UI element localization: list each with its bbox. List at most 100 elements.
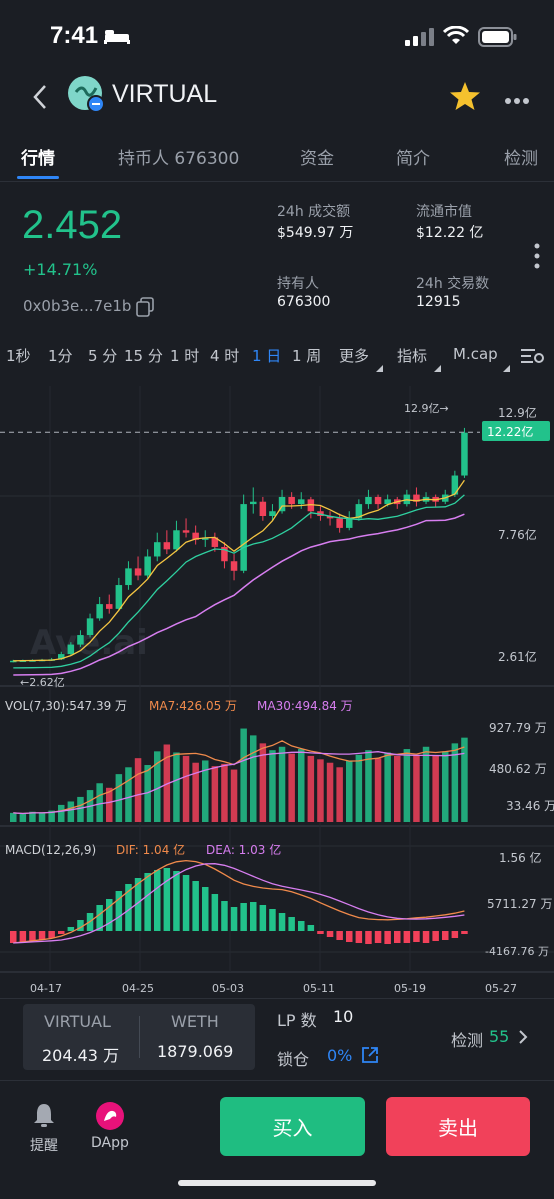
volume-bar (230, 769, 238, 822)
interval-1m[interactable]: 1分 (48, 347, 73, 365)
lp-label: LP 数 (277, 1011, 317, 1030)
volume-bar (173, 752, 180, 822)
macd-bar (336, 931, 343, 940)
home-indicator (178, 1180, 376, 1186)
signal-icon (405, 28, 435, 50)
token-b-value: 1879.069 (157, 1042, 234, 1061)
interval-1h[interactable]: 1 时 (170, 347, 200, 365)
header: VIRTUAL (0, 70, 554, 126)
volume-bar (278, 746, 286, 822)
macd-bar (29, 931, 36, 941)
candle (250, 501, 257, 505)
candle (221, 546, 228, 562)
volume-bar (365, 750, 372, 822)
copy-icon[interactable] (136, 297, 154, 321)
interval-4h[interactable]: 4 时 (210, 347, 240, 365)
macd-bar (96, 905, 103, 931)
price-change: +14.71% (23, 260, 98, 279)
pair-divider (139, 1016, 140, 1058)
buy-button[interactable]: 买入 (220, 1097, 365, 1156)
macd-bar (384, 931, 391, 944)
token-a-label: VIRTUAL (44, 1012, 111, 1031)
check-label[interactable]: 检测 (451, 1031, 484, 1050)
candle (307, 499, 315, 512)
star-icon[interactable] (449, 81, 481, 115)
more-icon[interactable] (504, 90, 530, 109)
interval-1d[interactable]: 1 日 (252, 347, 282, 365)
tab-intro[interactable]: 简介 (396, 149, 430, 169)
bell-icon[interactable] (32, 1102, 56, 1132)
volume-bar (48, 810, 55, 822)
candle (10, 660, 17, 663)
volume-bar (374, 758, 382, 822)
volume-bar (240, 728, 247, 822)
macd-bar (346, 931, 353, 942)
volume-bar (144, 765, 151, 822)
candle (182, 530, 190, 533)
max-price-label: 12.9亿→ (404, 402, 449, 415)
interval-mcap[interactable]: M.cap (453, 345, 498, 363)
dapp-icon[interactable] (95, 1101, 125, 1135)
tab-funds[interactable]: 资金 (300, 149, 334, 169)
price-value: 2.452 (22, 203, 123, 247)
interval-15m[interactable]: 15 分 (124, 347, 163, 365)
macd-bar (134, 878, 142, 931)
tab-market[interactable]: 行情 (21, 149, 55, 169)
market-cap-label: 流通市值 (416, 204, 472, 220)
status-bar: 7:41 (0, 0, 554, 70)
candle (451, 475, 459, 495)
candle (278, 496, 286, 512)
dapp-label[interactable]: DApp (91, 1135, 129, 1151)
tab-holders[interactable]: 持币人 676300 (118, 149, 240, 169)
macd-bar (317, 931, 324, 934)
candle (19, 660, 27, 663)
volume-bar (259, 743, 267, 822)
vol-ma7-legend: MA7:426.05 万 (149, 699, 237, 713)
volume-bar (202, 760, 209, 822)
macd-bar (125, 884, 132, 931)
back-icon[interactable] (32, 84, 48, 114)
interval-1s[interactable]: 1秒 (6, 347, 31, 365)
macd-axis-label: 5711.27 万 (487, 897, 552, 911)
macd-bar (221, 901, 228, 931)
interval-more[interactable]: 更多 (339, 347, 370, 365)
check-score[interactable]: 55 (489, 1027, 510, 1046)
contract-address: 0x0b3e...7e1b (23, 297, 132, 315)
alert-label[interactable]: 提醒 (30, 1138, 58, 1154)
external-link-icon[interactable] (361, 1046, 379, 1068)
candle (67, 644, 75, 655)
candle (365, 496, 372, 505)
volume-bar (326, 762, 334, 822)
token-logo (68, 76, 106, 118)
volume-bar (29, 811, 36, 822)
chart-settings-icon[interactable] (521, 346, 545, 370)
macd-bar (413, 931, 420, 942)
macd-bar (182, 875, 190, 931)
tx-24h-value: 12915 (416, 294, 461, 310)
interval-indicator[interactable]: 指标 (397, 347, 428, 365)
pair-reserves: VIRTUAL 204.43 万 WETH 1879.069 (23, 1004, 255, 1070)
macd-bar (298, 921, 305, 931)
price-axis-label: 12.22亿 (487, 424, 533, 439)
volume-bar (125, 767, 132, 822)
candle (288, 496, 295, 505)
price-chart[interactable]: Ave.ai 12.9亿12.22亿7.76亿2.61亿12.9亿→←2.62亿… (0, 386, 554, 998)
interval-1w[interactable]: 1 周 (292, 347, 322, 365)
sell-button[interactable]: 卖出 (386, 1097, 530, 1156)
kebab-icon[interactable] (534, 243, 540, 273)
page-title: VIRTUAL (112, 80, 218, 108)
volume-axis-label: 480.62 万 (489, 762, 547, 776)
volume-bar (221, 763, 228, 822)
vol-ma30-legend: MA30:494.84 万 (257, 699, 353, 713)
chevron-right-icon[interactable] (518, 1029, 528, 1049)
candle (58, 654, 65, 660)
vol-ma30-line (13, 751, 465, 815)
candle (326, 516, 334, 519)
volume-bar (384, 752, 391, 822)
macd-bar (77, 920, 84, 931)
macd-bar (269, 909, 276, 931)
volume-bar (163, 744, 171, 822)
tab-check[interactable]: 检测 (504, 149, 538, 169)
candle (192, 532, 199, 540)
interval-5m[interactable]: 5 分 (88, 347, 118, 365)
